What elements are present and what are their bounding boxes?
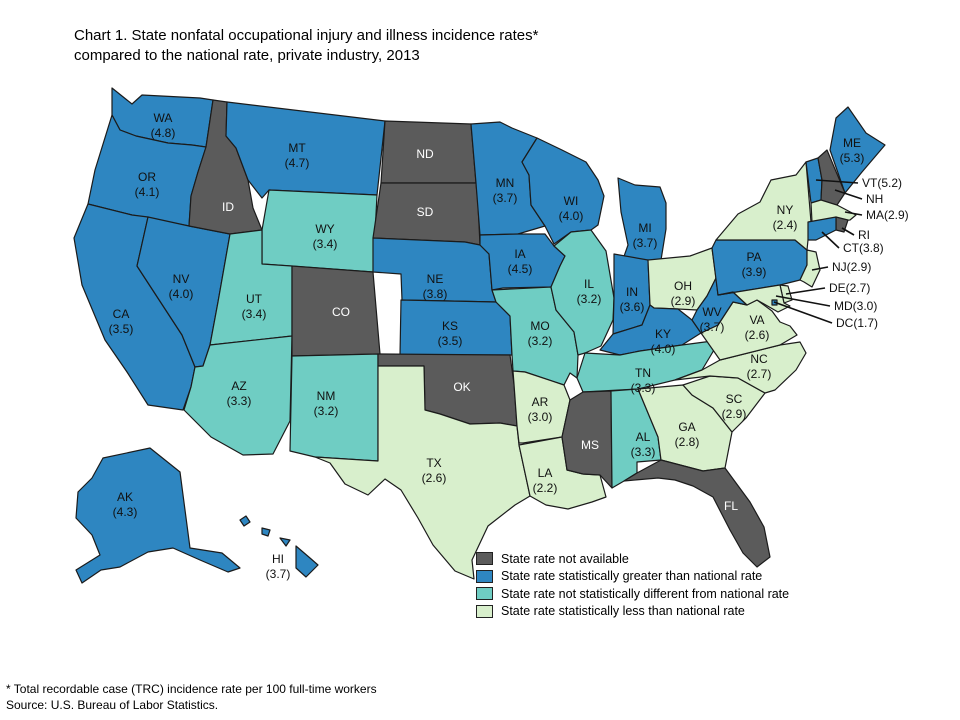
state-label-sc: SC (2.9) [722, 392, 747, 421]
footer: * Total recordable case (TRC) incidence … [6, 681, 377, 713]
state-label-wv: WV (3.7) [700, 305, 725, 334]
state-label-ms: MS [581, 438, 599, 452]
state-label-pa: PA (3.9) [742, 250, 767, 279]
callout-leader-ma [844, 211, 863, 216]
state-label-il: IL (3.2) [577, 277, 602, 306]
legend-swatch-less [476, 604, 493, 618]
state-label-wa: WA (4.8) [151, 111, 176, 140]
state-label-az: AZ (3.3) [227, 379, 252, 408]
callout-label-ct: CT(3.8) [843, 241, 884, 255]
state-label-al: AL (3.3) [631, 430, 656, 459]
state-label-nv: NV (4.0) [169, 272, 194, 301]
state-label-wy: WY (3.4) [313, 222, 338, 251]
callout-label-nj: NJ(2.9) [832, 260, 871, 274]
callout-leader-dc [773, 301, 833, 324]
legend-item-less: State rate statistically less than natio… [476, 603, 789, 621]
callout-label-dc: DC(1.7) [836, 316, 878, 330]
chart-title-line1: Chart 1. State nonfatal occupational inj… [74, 27, 539, 44]
callout-label-ma: MA(2.9) [866, 208, 909, 222]
callout-leader-de [785, 287, 826, 295]
callout-leader-vt [815, 179, 859, 184]
legend-swatch-same [476, 587, 493, 601]
state-nj [799, 249, 821, 288]
state-label-ok: OK [453, 380, 470, 394]
callout-label-nh: NH [866, 192, 883, 206]
map-legend: State rate not available State rate stat… [476, 550, 789, 620]
state-label-mi: MI (3.7) [633, 221, 658, 250]
callout-label-de: DE(2.7) [829, 281, 870, 295]
chart-title: Chart 1. State nonfatal occupational inj… [74, 26, 538, 66]
state-label-ut: UT (3.4) [242, 292, 267, 321]
state-label-mo: MO (3.2) [528, 319, 553, 348]
state-ak [75, 447, 241, 584]
state-label-nc: NC (2.7) [747, 352, 772, 381]
callout-label-ri: RI [858, 228, 870, 242]
state-tx [314, 365, 531, 580]
state-label-mt: MT (4.7) [285, 141, 310, 170]
state-label-id: ID [222, 200, 234, 214]
callout-leader-md [775, 295, 831, 307]
state-label-nm: NM (3.2) [314, 389, 339, 418]
state-label-ar: AR (3.0) [528, 395, 553, 424]
legend-label-same: State rate not statistically different f… [501, 586, 790, 601]
state-label-ne: NE (3.8) [423, 272, 448, 301]
state-label-mn: MN (3.7) [493, 176, 518, 205]
source-note: Source: U.S. Bureau of Labor Statistics. [6, 698, 219, 712]
state-label-or: OR (4.1) [135, 170, 160, 199]
state-mt [225, 101, 386, 199]
legend-label-na: State rate not available [501, 551, 629, 566]
legend-item-same: State rate not statistically different f… [476, 585, 789, 603]
state-label-va: VA (2.6) [745, 313, 770, 342]
callout-label-md: MD(3.0) [834, 299, 877, 313]
callout-leader-nh [834, 189, 863, 200]
state-label-ks: KS (3.5) [438, 319, 463, 348]
state-label-sd: SD [417, 205, 434, 219]
state-fl [623, 459, 771, 568]
state-label-ia: IA (4.5) [508, 247, 533, 276]
state-ms [561, 390, 613, 489]
state-hi [239, 515, 319, 578]
state-label-ak: AK (4.3) [113, 490, 138, 519]
legend-label-greater: State rate statistically greater than na… [501, 569, 763, 584]
state-label-oh: OH (2.9) [671, 279, 696, 308]
legend-swatch-greater [476, 569, 493, 583]
state-label-co: CO [332, 305, 350, 319]
state-me [829, 106, 886, 194]
callout-leader-ct [821, 231, 840, 249]
state-label-tx: TX (2.6) [422, 456, 447, 485]
state-label-me: ME (5.3) [840, 136, 865, 165]
state-label-ny: NY (2.4) [773, 203, 798, 232]
footnote: * Total recordable case (TRC) incidence … [6, 682, 377, 696]
state-label-ga: GA (2.8) [675, 420, 700, 449]
state-label-tn: TN (3.3) [631, 366, 656, 395]
state-label-hi: HI (3.7) [266, 552, 291, 581]
state-label-ky: KY (4.0) [651, 327, 676, 356]
state-ny [715, 161, 812, 251]
state-label-fl: FL [724, 499, 738, 513]
callout-leader-ri [841, 227, 855, 236]
legend-item-greater: State rate statistically greater than na… [476, 568, 789, 586]
state-label-ca: CA (3.5) [109, 307, 134, 336]
callout-leader-nj [811, 266, 829, 271]
callout-label-vt: VT(5.2) [862, 176, 902, 190]
legend-label-less: State rate statistically less than natio… [501, 604, 745, 619]
state-label-nd: ND [416, 147, 434, 161]
legend-swatch-na [476, 552, 493, 566]
state-label-wi: WI (4.0) [559, 194, 584, 223]
state-label-la: LA (2.2) [533, 466, 558, 495]
state-ar [512, 370, 571, 444]
state-label-in: IN (3.6) [620, 285, 645, 314]
chart-title-line2: compared to the national rate, private i… [74, 47, 420, 64]
legend-item-na: State rate not available [476, 550, 789, 568]
